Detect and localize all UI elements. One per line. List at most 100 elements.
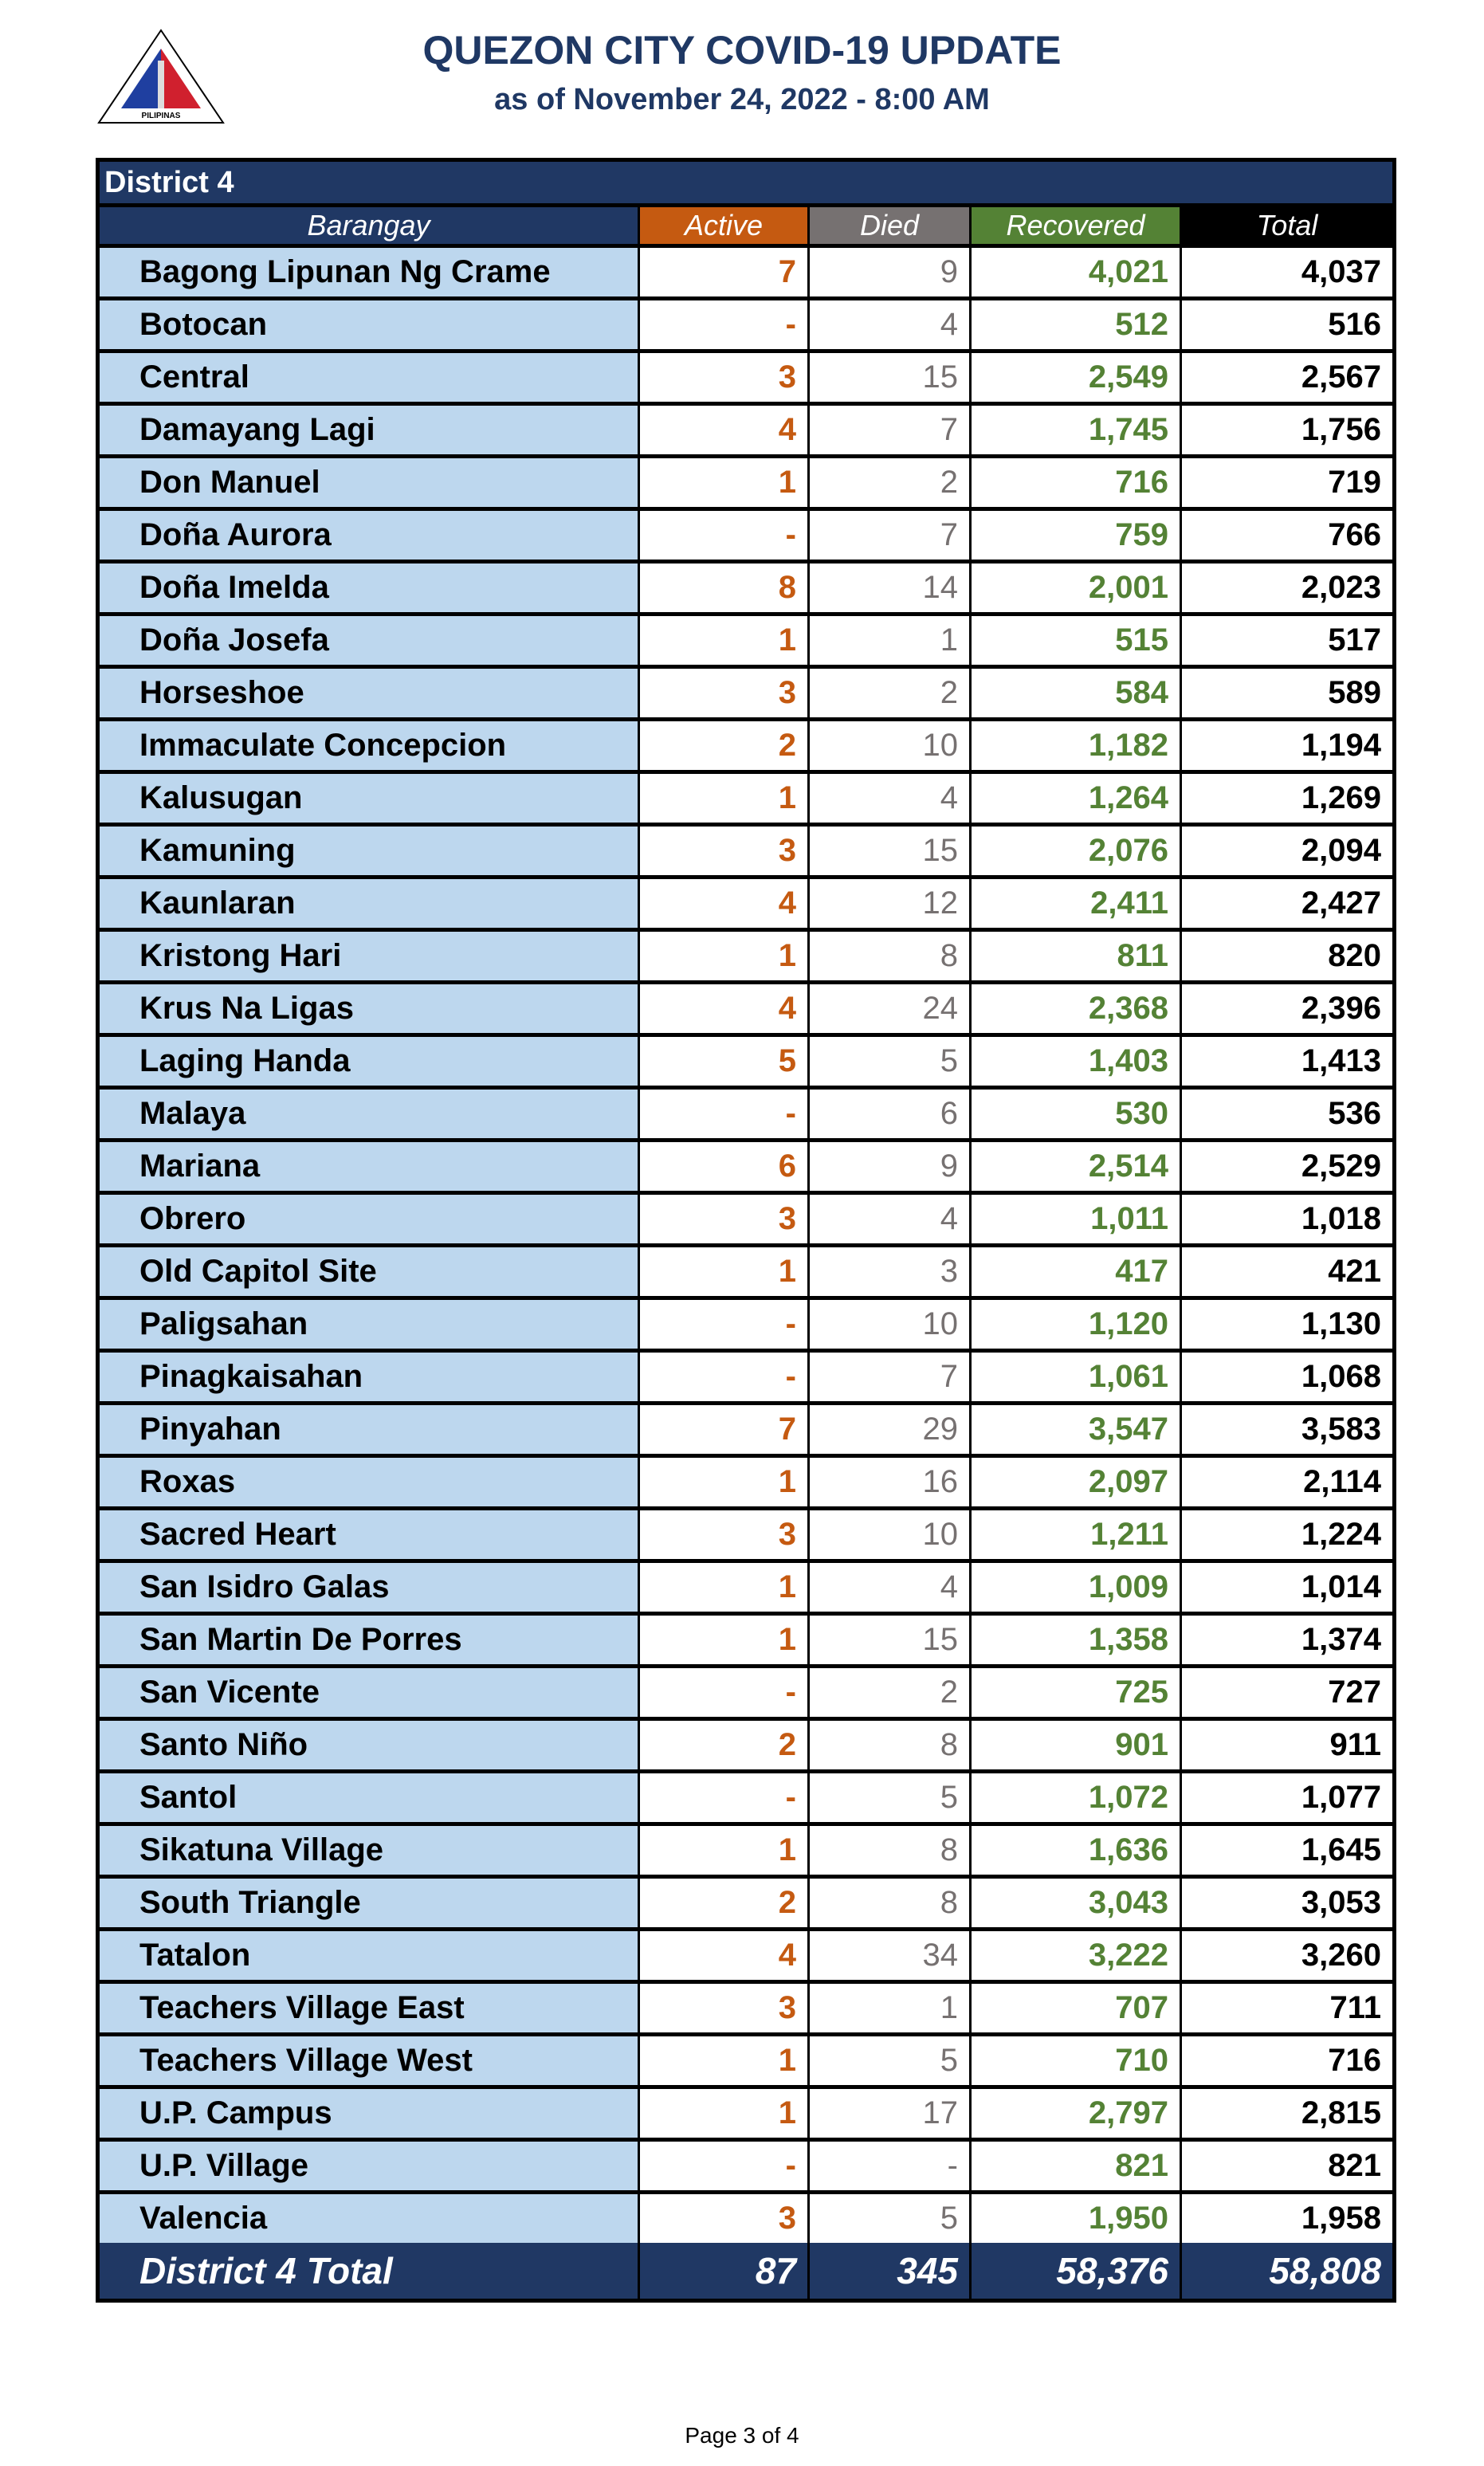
active-count: 8 [640, 563, 807, 612]
barangay-name: Pinagkaisahan [100, 1353, 638, 1401]
table-row: U.P. Campus 1 17 2,797 2,815 [100, 2089, 1392, 2138]
table-row: Doña Josefa 1 1 515 517 [100, 616, 1392, 665]
total-count: 2,114 [1182, 1458, 1392, 1506]
active-count: - [640, 300, 807, 349]
barangay-name: Roxas [100, 1458, 638, 1506]
total-count: 1,756 [1182, 406, 1392, 454]
died-count: 1 [810, 1984, 969, 2032]
barangay-name: Tatalon [100, 1931, 638, 1980]
active-count: - [640, 1090, 807, 1138]
barangay-name: Teachers Village West [100, 2036, 638, 2085]
table-row: San Vicente -2 725 727 [100, 1668, 1392, 1717]
total-count: 766 [1182, 511, 1392, 560]
total-count: 1,077 [1182, 1773, 1392, 1822]
district-total-row: District 4 Total 87 345 58,376 58,808 [100, 2243, 1392, 2299]
total-count: 1,014 [1182, 1563, 1392, 1612]
died-count: 15 [810, 827, 969, 875]
total-died: 345 [810, 2243, 969, 2299]
recovered-count: 2,001 [972, 563, 1180, 612]
total-count: 821 [1182, 2142, 1392, 2190]
total-count: 3,583 [1182, 1405, 1392, 1454]
barangay-name: Paligsahan [100, 1300, 638, 1349]
barangay-name: Old Capitol Site [100, 1247, 638, 1296]
table-row: Mariana 6 9 2,514 2,529 [100, 1142, 1392, 1191]
active-count: 3 [640, 827, 807, 875]
table-row: Krus Na Ligas 4 24 2,368 2,396 [100, 984, 1392, 1033]
total-count: 1,958 [1182, 2194, 1392, 2243]
active-count: 2 [640, 721, 807, 770]
total-count: 517 [1182, 616, 1392, 665]
active-count: 1 [640, 1247, 807, 1296]
died-count: 8 [810, 1879, 969, 1927]
table-row: Sikatuna Village 1 8 1,636 1,645 [100, 1826, 1392, 1875]
active-count: 3 [640, 1510, 807, 1559]
died-count: 4 [810, 1563, 969, 1612]
died-count: 4 [810, 774, 969, 823]
barangay-name: Doña Imelda [100, 563, 638, 612]
barangay-name: Horseshoe [100, 669, 638, 717]
barangay-name: Valencia [100, 2194, 638, 2243]
active-count: 1 [640, 1616, 807, 1664]
table-row: Teachers Village West 1 5 710 716 [100, 2036, 1392, 2085]
table-row: Laging Handa 5 5 1,403 1,413 [100, 1037, 1392, 1086]
active-count: 1 [640, 932, 807, 980]
recovered-count: 1,072 [972, 1773, 1180, 1822]
barangay-name: Laging Handa [100, 1037, 638, 1086]
barangay-name: U.P. Village [100, 2142, 638, 2190]
recovered-count: 2,411 [972, 879, 1180, 928]
column-header-barangay: Barangay [100, 207, 638, 244]
barangay-name: Sikatuna Village [100, 1826, 638, 1875]
died-count: 4 [810, 300, 969, 349]
table-row: Santo Niño 2 8 901 911 [100, 1721, 1392, 1769]
table-row: Roxas 1 16 2,097 2,114 [100, 1458, 1392, 1506]
recovered-count: 2,549 [972, 353, 1180, 402]
active-count: 4 [640, 1931, 807, 1980]
recovered-count: 1,011 [972, 1195, 1180, 1243]
barangay-name: Pinyahan [100, 1405, 638, 1454]
died-count: 8 [810, 1826, 969, 1875]
total-count: 3,260 [1182, 1931, 1392, 1980]
active-count: 2 [640, 1721, 807, 1769]
died-count: 1 [810, 616, 969, 665]
total-count: 536 [1182, 1090, 1392, 1138]
died-count: 5 [810, 2036, 969, 2085]
active-count: - [640, 511, 807, 560]
table-row: South Triangle 2 8 3,043 3,053 [100, 1879, 1392, 1927]
recovered-count: 3,043 [972, 1879, 1180, 1927]
recovered-count: 515 [972, 616, 1180, 665]
recovered-count: 707 [972, 1984, 1180, 2032]
died-count: 5 [810, 2194, 969, 2243]
table-row: Kaunlaran 4 12 2,411 2,427 [100, 879, 1392, 928]
recovered-count: 3,547 [972, 1405, 1180, 1454]
table-row: Doña Aurora -7 759 766 [100, 511, 1392, 560]
active-count: 1 [640, 1458, 807, 1506]
barangay-name: Doña Aurora [100, 511, 638, 560]
died-count: 10 [810, 1300, 969, 1349]
active-count: 1 [640, 458, 807, 507]
total-count: 4,037 [1182, 248, 1392, 296]
recovered-count: 2,368 [972, 984, 1180, 1033]
barangay-name: Malaya [100, 1090, 638, 1138]
active-count: 1 [640, 616, 807, 665]
total-count: 711 [1182, 1984, 1392, 2032]
table-row: Santol -5 1,072 1,077 [100, 1773, 1392, 1822]
barangay-name: Sacred Heart [100, 1510, 638, 1559]
recovered-count: 710 [972, 2036, 1180, 2085]
column-header-died: Died [810, 207, 969, 244]
active-count: 3 [640, 1195, 807, 1243]
total-count: 421 [1182, 1247, 1392, 1296]
table-row: Tatalon 4 34 3,222 3,260 [100, 1931, 1392, 1980]
recovered-count: 1,211 [972, 1510, 1180, 1559]
active-count: - [640, 1668, 807, 1717]
active-count: 3 [640, 353, 807, 402]
total-count: 589 [1182, 669, 1392, 717]
died-count: 2 [810, 1668, 969, 1717]
active-count: 7 [640, 1405, 807, 1454]
active-count: 1 [640, 774, 807, 823]
barangay-name: San Martin De Porres [100, 1616, 638, 1664]
died-count: 34 [810, 1931, 969, 1980]
barangay-name: Botocan [100, 300, 638, 349]
page-title: QUEZON CITY COVID-19 UPDATE [422, 28, 1062, 73]
table-row: Old Capitol Site 1 3 417 421 [100, 1247, 1392, 1296]
died-count: 8 [810, 1721, 969, 1769]
